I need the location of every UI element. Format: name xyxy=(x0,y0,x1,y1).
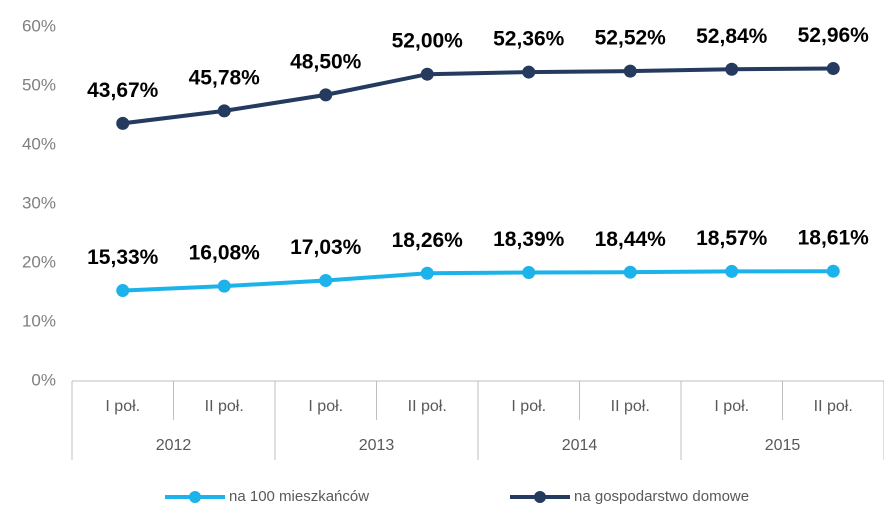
point xyxy=(420,67,434,81)
data-label: 45,78% xyxy=(189,66,261,89)
point xyxy=(826,264,840,278)
y-tick-label: 20% xyxy=(22,252,56,271)
data-label: 43,67% xyxy=(87,79,159,102)
x-tick-label: II poł. xyxy=(205,398,244,415)
x-tick-label: I poł. xyxy=(308,398,343,415)
group-label: 2013 xyxy=(359,437,395,454)
point xyxy=(522,265,536,279)
legend-label: na 100 mieszkańców xyxy=(229,488,369,505)
point xyxy=(217,104,231,118)
data-label: 18,57% xyxy=(696,227,768,250)
legend-marker xyxy=(534,491,546,503)
point xyxy=(420,266,434,280)
point xyxy=(522,65,536,79)
data-label: 15,33% xyxy=(87,246,159,269)
data-label: 17,03% xyxy=(290,236,362,259)
point xyxy=(725,62,739,76)
point xyxy=(623,265,637,279)
x-tick-label: II poł. xyxy=(408,398,447,415)
data-label: 52,84% xyxy=(696,25,768,48)
x-tick-label: II poł. xyxy=(611,398,650,415)
point xyxy=(826,62,840,76)
series-line xyxy=(122,66,834,126)
data-label: 52,00% xyxy=(392,30,464,53)
data-label: 52,96% xyxy=(798,24,870,47)
data-label: 18,39% xyxy=(493,228,565,251)
data-label: 18,44% xyxy=(595,228,667,251)
point xyxy=(319,274,333,288)
group-label: 2014 xyxy=(562,437,598,454)
data-label: 52,52% xyxy=(595,27,667,50)
point xyxy=(217,279,231,293)
legend-marker xyxy=(189,491,201,503)
legend-label: na gospodarstwo domowe xyxy=(574,488,749,505)
point xyxy=(116,116,130,130)
data-label: 52,36% xyxy=(493,28,565,51)
x-tick-label: I poł. xyxy=(714,398,749,415)
point xyxy=(725,264,739,278)
y-tick-label: 0% xyxy=(31,370,56,389)
group-label: 2015 xyxy=(765,437,801,454)
data-label: 18,61% xyxy=(798,227,870,250)
x-tick-label: II poł. xyxy=(814,398,853,415)
x-tick-label: I poł. xyxy=(105,398,140,415)
data-label: 18,26% xyxy=(392,229,464,252)
point xyxy=(116,284,130,298)
point xyxy=(623,64,637,78)
data-label: 16,08% xyxy=(189,242,261,265)
point xyxy=(319,88,333,102)
group-label: 2012 xyxy=(156,437,192,454)
y-tick-label: 50% xyxy=(22,75,56,94)
data-label: 48,50% xyxy=(290,50,362,73)
y-tick-label: 40% xyxy=(22,134,56,153)
y-tick-label: 10% xyxy=(22,311,56,330)
x-tick-label: I poł. xyxy=(511,398,546,415)
series-line xyxy=(122,269,834,293)
y-tick-label: 30% xyxy=(22,193,56,212)
y-tick-label: 60% xyxy=(22,16,56,35)
